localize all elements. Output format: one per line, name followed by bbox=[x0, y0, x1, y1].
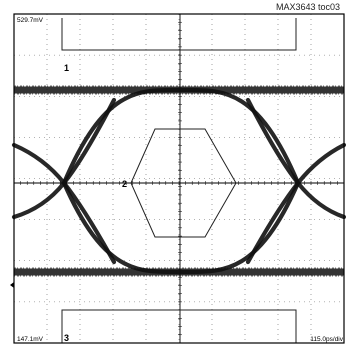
eye-lower-transition bbox=[61, 180, 301, 275]
gridlines bbox=[13, 13, 344, 343]
bottom-right-readout: 115.0ps/div bbox=[310, 336, 344, 343]
eye-upper-transition bbox=[61, 87, 301, 186]
marker-3: 3 bbox=[64, 333, 69, 343]
mask-center-hexagon bbox=[130, 128, 237, 238]
bottom-left-readout: 147.1mV bbox=[17, 336, 44, 343]
marker-2: 2 bbox=[122, 179, 127, 189]
top-left-readout: 529.7mV bbox=[17, 17, 44, 24]
left-rising-edge bbox=[11, 97, 117, 220]
marker-1: 1 bbox=[64, 63, 69, 73]
figure-caption: MAX3643 toc03 bbox=[275, 2, 340, 12]
right-rising-edge bbox=[245, 142, 346, 265]
level-marker-arrow bbox=[10, 282, 14, 288]
mask-top-region bbox=[61, 18, 297, 51]
plot-border bbox=[13, 13, 345, 344]
plot-frame bbox=[10, 13, 345, 344]
mask-bottom-region bbox=[61, 309, 297, 343]
eye-traces bbox=[11, 85, 346, 277]
mask-template bbox=[61, 18, 297, 343]
readout-labels: 529.7mV 147.1mV 115.0ps/div 1 2 3 bbox=[17, 17, 344, 343]
